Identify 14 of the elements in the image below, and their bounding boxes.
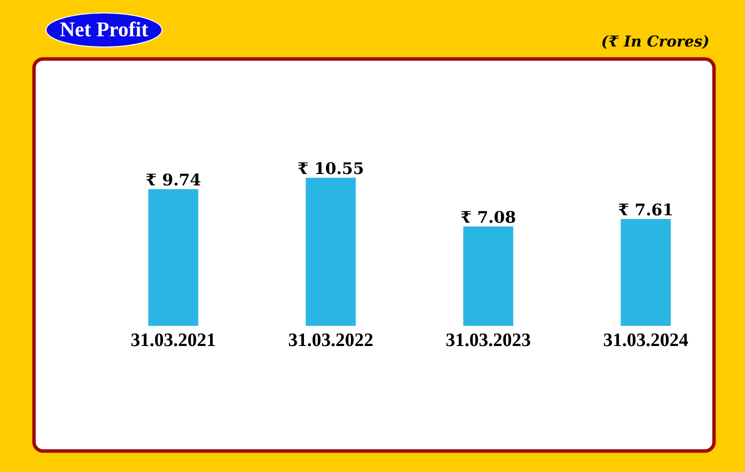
data-label: ₹ 10.55 — [298, 162, 363, 174]
data-label: ₹ 7.61 — [618, 203, 672, 216]
text: (₹ In Crores) — [602, 35, 708, 49]
bar — [620, 219, 671, 326]
data-label: ₹ 7.08 — [461, 210, 516, 223]
x-tick-label: 31.03.2021 — [131, 333, 215, 346]
data-label: ₹ 9.74 — [146, 174, 200, 186]
x-tick-label: 31.03.2022 — [288, 333, 373, 346]
bar — [463, 226, 514, 326]
bar — [306, 178, 356, 326]
x-tick-label: 31.03.2024 — [604, 333, 688, 346]
x-tick-label: 31.03.2023 — [446, 333, 530, 346]
chart-title: Net Profit — [60, 22, 148, 36]
bar — [148, 189, 198, 326]
